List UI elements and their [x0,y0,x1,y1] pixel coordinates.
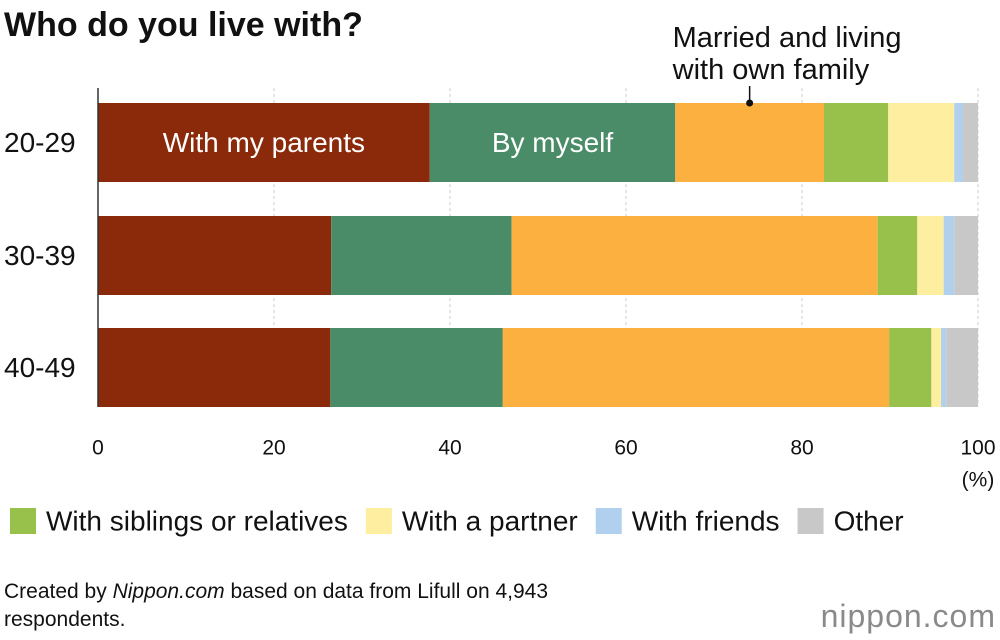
bar-segment [917,216,944,295]
bar-segment [502,328,890,407]
legend-swatch [797,508,824,534]
y-tick-label: 30-39 [4,240,76,271]
x-tick-label: 0 [92,437,104,460]
footnote-source: Nippon.com [112,580,225,603]
footnote-text: based on data from Lifull on 4,943 respo… [4,580,549,631]
segment-label: With my parents [163,127,365,158]
bar-segment [931,328,942,407]
bar-segment [941,328,947,407]
bar-segment [98,103,430,182]
bar-segment [429,103,676,182]
legend-label: Other [834,505,904,536]
bar-segment [888,103,955,182]
bar-segment [824,103,889,182]
bar-segment [946,328,978,407]
legend-label: With a partner [402,505,578,536]
x-tick-label: 40 [438,437,461,460]
x-tick-label: 100 [960,437,995,460]
bar-segment [330,328,503,407]
bar-segment [954,216,978,295]
segment-label: By myself [492,127,614,158]
footnote-text: Created by [4,580,113,603]
y-tick-label: 20-29 [4,127,76,158]
chart-title: Who do you live with? [4,6,363,44]
bar-segment [98,216,332,295]
bar-segment [954,103,964,182]
legend-label: With siblings or relatives [46,505,348,536]
logo: nippon.com [820,598,996,634]
bar-segment [943,216,955,295]
legend-swatch [10,508,36,534]
bar-segment [511,216,878,295]
legend-swatch [595,508,622,534]
legend-label: With friends [632,505,780,536]
x-tick-label: 60 [614,437,637,460]
x-unit: (%) [962,469,995,492]
x-tick-label: 80 [790,437,813,460]
bar-segment [877,216,918,295]
bar-segment [98,328,331,407]
bar-segment [963,103,978,182]
bar-segment [675,103,824,182]
x-tick-label: 20 [262,437,285,460]
bar-segment [331,216,512,295]
bar-segment [889,328,932,407]
legend-swatch [365,508,392,534]
callout-label: Married and living with own family [672,22,902,86]
footnote: Created by Nippon.com based on data from… [4,578,604,634]
y-tick-label: 40-49 [4,352,76,383]
callout-dot [746,99,754,107]
